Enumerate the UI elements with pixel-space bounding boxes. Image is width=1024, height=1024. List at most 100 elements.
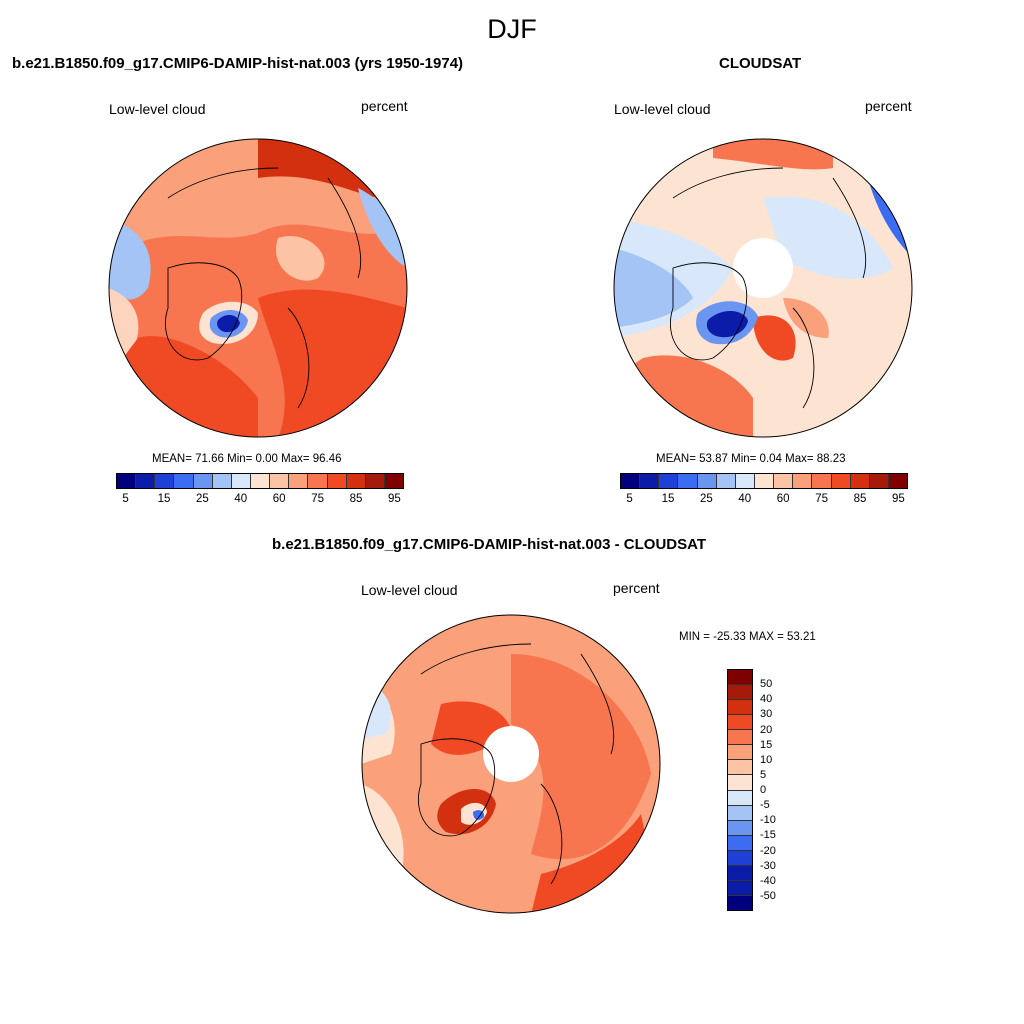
colorbar-swatch <box>850 474 870 488</box>
colorbar-swatch <box>774 474 794 488</box>
colorbar-swatch <box>888 474 908 488</box>
colorbar-tick-label: 15 <box>760 738 773 751</box>
panel2-units-label: percent <box>865 98 912 114</box>
colorbar-swatch <box>869 474 889 488</box>
colorbar-swatch <box>270 474 290 488</box>
colorbar-swatch <box>728 865 752 881</box>
colorbar-swatch <box>728 880 752 896</box>
colorbar-tick-label: 20 <box>760 723 773 736</box>
colorbar-swatch <box>155 474 175 488</box>
colorbar-swatch <box>346 474 366 488</box>
colorbar-swatch <box>728 895 752 910</box>
panel2-colorbar-swatches <box>620 473 908 489</box>
colorbar-tick-label: 30 <box>760 708 773 721</box>
colorbar-tick-label: 15 <box>661 493 675 505</box>
colorbar-swatch <box>728 745 752 761</box>
panel1-polar-map <box>108 138 408 438</box>
panel1-stats: MEAN= 71.66 Min= 0.00 Max= 96.46 <box>152 453 342 465</box>
colorbar-tick-label: 10 <box>760 753 773 766</box>
colorbar-swatch <box>728 775 752 791</box>
colorbar-swatch <box>716 474 736 488</box>
colorbar-swatch <box>728 760 752 776</box>
colorbar-swatch <box>212 474 232 488</box>
colorbar-swatch <box>384 474 404 488</box>
colorbar-swatch <box>250 474 271 488</box>
colorbar-tick-label: 85 <box>349 493 363 505</box>
colorbar-tick-label: 5 <box>760 768 767 781</box>
colorbar-tick-label: 40 <box>738 493 752 505</box>
colorbar-swatch <box>640 474 660 488</box>
panel3-title: b.e21.B1850.f09_g17.CMIP6-DAMIP-hist-nat… <box>272 536 706 553</box>
panel3-polar-map <box>361 614 661 914</box>
colorbar-swatch <box>327 474 347 488</box>
colorbar-tick-label: -20 <box>760 844 776 857</box>
colorbar-swatch <box>754 474 775 488</box>
panel1-colorbar: 5 15 25 40 60 75 85 95 <box>116 473 404 509</box>
panel2-title: CLOUDSAT <box>719 55 802 72</box>
colorbar-swatch <box>728 835 752 851</box>
colorbar-swatch <box>728 790 752 806</box>
colorbar-swatch <box>231 474 251 488</box>
colorbar-swatch <box>365 474 385 488</box>
colorbar-tick-label: 25 <box>699 493 713 505</box>
colorbar-tick-label: 5 <box>626 493 633 505</box>
colorbar-tick-label: 40 <box>234 493 248 505</box>
panel2-polar-map <box>613 138 913 438</box>
panel3-stats: MIN = -25.33 MAX = 53.21 <box>679 631 816 643</box>
colorbar-swatch <box>728 670 752 686</box>
colorbar-tick-label: 50 <box>760 678 773 691</box>
colorbar-tick-label: 75 <box>311 493 324 505</box>
colorbar-tick-label: 40 <box>760 693 773 706</box>
colorbar-swatch <box>728 685 752 701</box>
colorbar-swatch <box>174 474 194 488</box>
colorbar-swatch <box>308 474 328 488</box>
panel2-colorbar: 5 15 25 40 60 75 85 95 <box>620 473 908 509</box>
figure-title: DJF <box>487 14 537 44</box>
colorbar-tick-label: -40 <box>760 874 776 887</box>
colorbar-tick-label: 85 <box>853 493 867 505</box>
colorbar-swatch <box>728 715 752 731</box>
colorbar-swatch <box>289 474 309 488</box>
colorbar-swatch <box>728 700 752 716</box>
colorbar-tick-label: 75 <box>815 493 828 505</box>
colorbar-tick-label: -30 <box>760 859 776 872</box>
colorbar-swatch <box>678 474 698 488</box>
colorbar-tick-label: 25 <box>195 493 209 505</box>
colorbar-swatch <box>812 474 832 488</box>
colorbar-tick-label: 95 <box>387 493 401 505</box>
panel3-variable-label: Low-level cloud <box>361 582 458 598</box>
colorbar-swatch <box>831 474 851 488</box>
colorbar-swatch <box>697 474 717 488</box>
panel2-stats: MEAN= 53.87 Min= 0.04 Max= 88.23 <box>656 453 846 465</box>
colorbar-tick-label: 0 <box>760 784 767 796</box>
colorbar-swatch <box>793 474 813 488</box>
panel3-colorbar <box>727 669 753 911</box>
panel2-variable-label: Low-level cloud <box>614 101 711 117</box>
colorbar-swatch <box>136 474 156 488</box>
colorbar-tick-label: 5 <box>122 493 129 505</box>
colorbar-swatch <box>735 474 755 488</box>
colorbar-tick-label: -15 <box>760 829 776 842</box>
panel1-title: b.e21.B1850.f09_g17.CMIP6-DAMIP-hist-nat… <box>12 55 464 72</box>
colorbar-tick-label: -50 <box>760 889 776 902</box>
colorbar-tick-label: 95 <box>891 493 905 505</box>
colorbar-swatch <box>728 730 752 746</box>
colorbar-tick-label: 60 <box>272 493 286 505</box>
colorbar-tick-label: 60 <box>776 493 790 505</box>
colorbar-tick-label: -5 <box>760 799 770 812</box>
colorbar-tick-label: 15 <box>157 493 171 505</box>
panel1-colorbar-swatches <box>116 473 404 489</box>
panel2-colorbar-ticks: 5 15 25 40 60 75 85 95 <box>620 493 908 509</box>
panel3-units-label: percent <box>613 580 660 596</box>
panel1-units-label: percent <box>361 98 408 114</box>
panel1-variable-label: Low-level cloud <box>109 101 206 117</box>
panel1-colorbar-ticks: 5 15 25 40 60 75 85 95 <box>116 493 404 509</box>
colorbar-swatch <box>728 820 752 836</box>
colorbar-swatch <box>728 850 752 866</box>
colorbar-swatch <box>193 474 213 488</box>
colorbar-swatch <box>659 474 679 488</box>
colorbar-swatch <box>117 474 137 488</box>
colorbar-swatch <box>621 474 641 488</box>
colorbar-tick-label: -10 <box>760 814 776 827</box>
colorbar-swatch <box>728 805 752 821</box>
